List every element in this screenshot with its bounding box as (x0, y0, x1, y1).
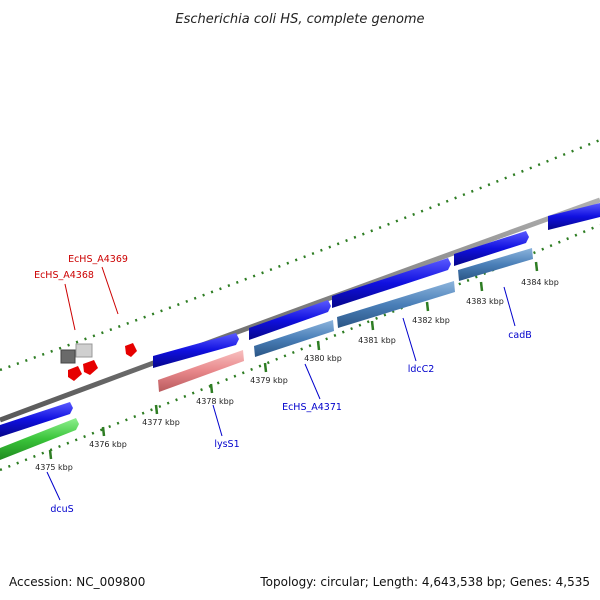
gene-label[interactable]: EcHS_A4369 (68, 254, 128, 265)
gene-label-connector (64, 283, 76, 331)
tick-mark (154, 404, 159, 415)
gene-label[interactable]: EcHS_A4371 (282, 402, 342, 413)
map-title: Escherichia coli HS, complete genome (175, 12, 424, 27)
gene-label-connector (304, 363, 321, 400)
gene-forward[interactable] (153, 333, 239, 368)
tick-label: 4378 kbp (196, 397, 234, 406)
feature-red[interactable] (68, 366, 82, 381)
small-features (60, 343, 137, 381)
gene-other[interactable] (0, 418, 79, 460)
genome-backbone (0, 197, 600, 423)
gene-reverse[interactable] (458, 248, 533, 281)
tick-mark (479, 281, 484, 292)
gene-label[interactable]: lysS1 (214, 439, 239, 450)
gene-label-connector (101, 266, 119, 315)
feature-red[interactable] (125, 343, 137, 357)
tick-mark (209, 383, 214, 394)
tick-label: 4377 kbp (142, 418, 180, 427)
gene-forward[interactable] (332, 258, 451, 308)
tick-label: 4382 kbp (412, 316, 450, 325)
gene-label-connector (503, 286, 516, 327)
tick-label: 4381 kbp (358, 336, 396, 345)
gene-label[interactable]: EcHS_A4368 (34, 270, 94, 281)
gene-labels: EcHS_A4368 EcHS_A4369 dcuS lysS1 EcHS_A4371 l… (34, 254, 532, 515)
tick-marks: 4375 kbp 4376 kbp 4377 kbp 4378 kbp 4379 kbp… (35, 261, 559, 472)
gene-label[interactable]: dcuS (50, 504, 73, 515)
gene-label-connector (46, 471, 61, 501)
inner-dotted-track (0, 223, 600, 472)
tick-mark (370, 320, 375, 331)
gene-label-connector (402, 317, 417, 362)
accession-label: Accession: NC_009800 (9, 575, 146, 589)
feature-red[interactable] (83, 360, 98, 375)
tick-mark (425, 301, 430, 312)
reverse-genes (0, 248, 533, 460)
feature-grey-light[interactable] (75, 343, 93, 358)
tick-mark (534, 261, 539, 272)
gene-reverse[interactable] (254, 320, 334, 357)
tick-mark (48, 449, 53, 460)
tick-label: 4376 kbp (89, 440, 127, 449)
topology-label: Topology: circular; Length: 4,643,538 bp… (260, 575, 590, 589)
gene-forward[interactable] (249, 300, 331, 340)
gene-label[interactable]: ldcC2 (408, 364, 435, 375)
outer-dotted-track (0, 138, 600, 372)
tick-mark (316, 340, 321, 351)
tick-label: 4383 kbp (466, 297, 504, 306)
gene-forward[interactable] (0, 402, 73, 437)
tick-label: 4375 kbp (35, 463, 73, 472)
gene-forward[interactable] (454, 231, 529, 266)
tick-label: 4380 kbp (304, 354, 342, 363)
gene-reverse[interactable] (337, 281, 455, 328)
gene-rna[interactable] (158, 350, 244, 392)
gene-label[interactable]: cadB (508, 330, 532, 341)
gene-forward[interactable] (548, 203, 600, 230)
tick-mark (101, 426, 106, 437)
gene-label-connector (212, 404, 223, 437)
tick-label: 4379 kbp (250, 376, 288, 385)
feature-grey-dark[interactable] (60, 349, 76, 364)
forward-genes (0, 203, 600, 437)
tick-mark (263, 362, 268, 373)
tick-label: 4384 kbp (521, 278, 559, 287)
